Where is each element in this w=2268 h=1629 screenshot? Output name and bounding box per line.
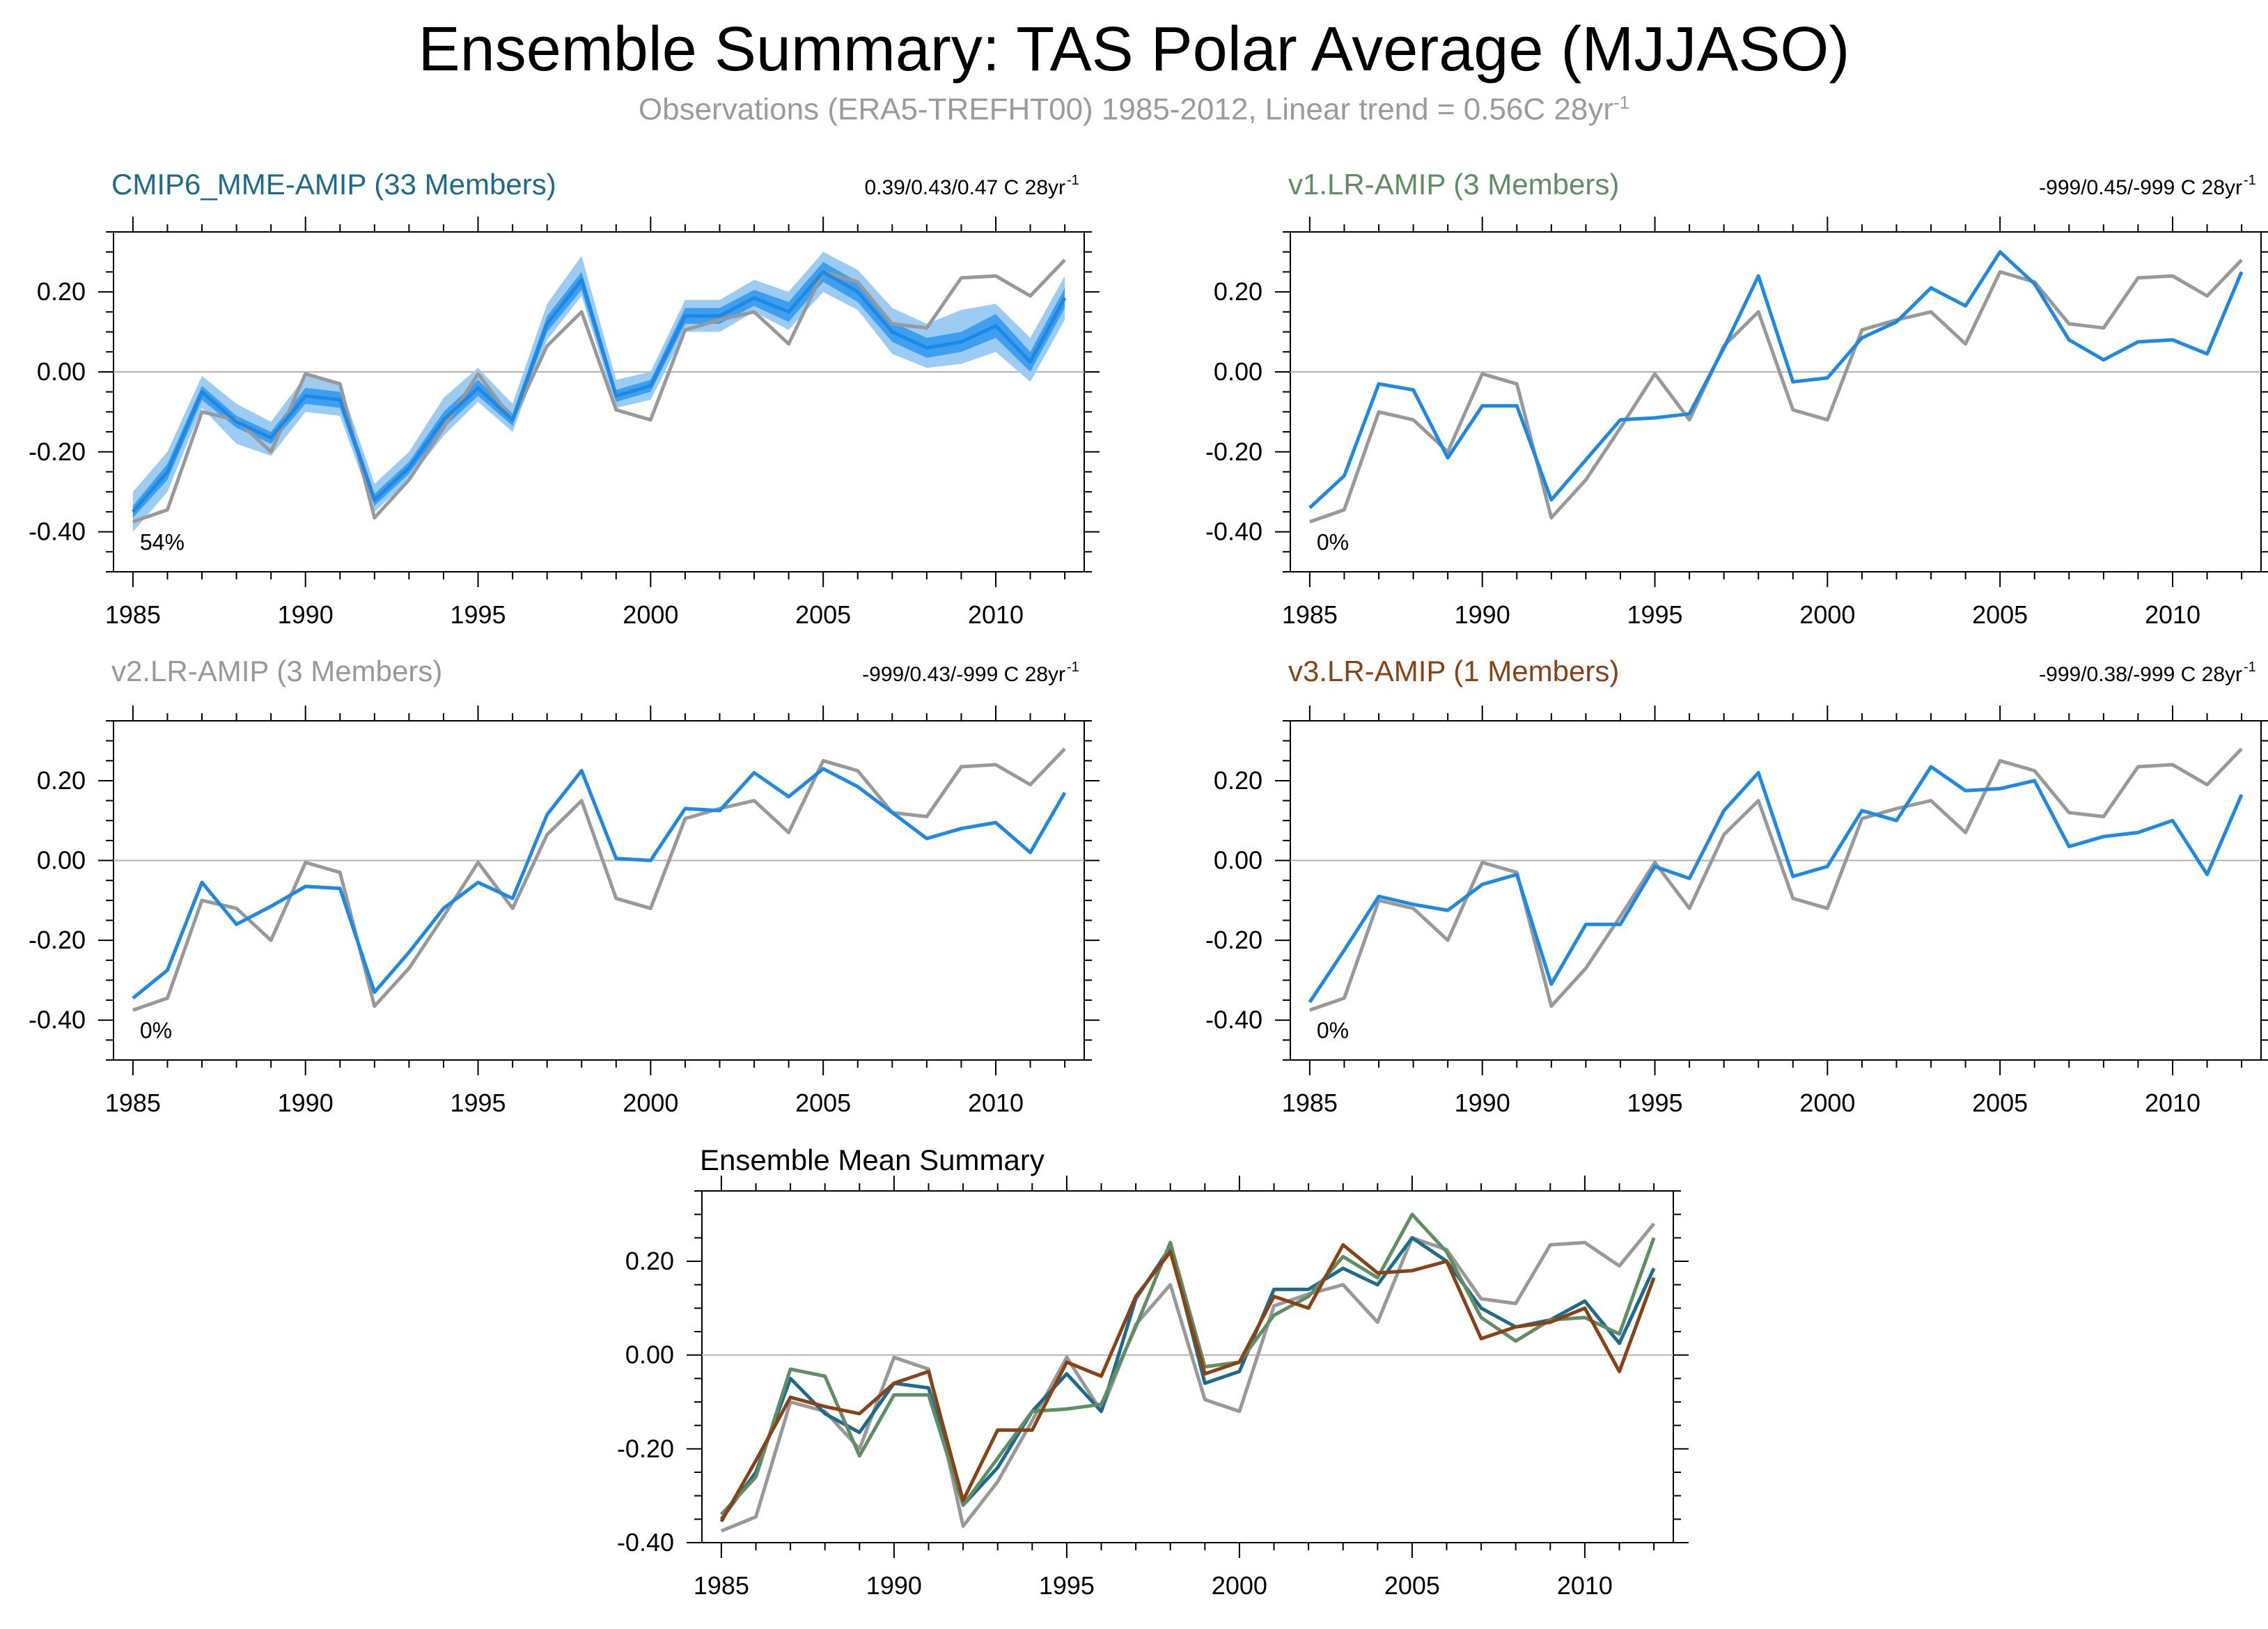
trend-label: 0.39/0.43/0.47 C 28yr — [864, 176, 1065, 199]
y-tick-label: 0.00 — [1214, 846, 1262, 875]
y-tick-label: 0.20 — [1214, 277, 1262, 306]
y-tick-label: 0.20 — [37, 277, 86, 306]
page-title: Ensemble Summary: TAS Polar Average (MJJ… — [418, 15, 1850, 84]
inner-spread-band — [132, 262, 1065, 518]
x-tick-label: 1985 — [1282, 1089, 1338, 1117]
x-tick-label: 2000 — [1799, 600, 1855, 629]
trend-exponent: -1 — [2244, 660, 2256, 675]
observation-line — [1309, 258, 2243, 524]
subtitle-exponent: -1 — [1613, 92, 1630, 113]
trend-label: -999/0.43/-999 C 28yr — [862, 663, 1065, 686]
subtitle-text: Observations (ERA5-TREFHT00) 1985-2012, … — [638, 92, 1613, 127]
trend-label: -999/0.45/-999 C 28yr — [2039, 176, 2242, 199]
chart-panel-0: -0.40 -0.20 0.00 0.20 1985 1990 1995 2000 2005 20… — [29, 168, 1100, 629]
chart-panel-1: -0.40 -0.20 0.00 0.20 1985 1990 1995 2000 2005 20… — [1205, 168, 2268, 629]
plot-frame — [1290, 720, 2262, 1061]
trend-label: -999/0.38/-999 C 28yr — [2039, 663, 2242, 686]
y-tick-label: -0.20 — [29, 437, 86, 466]
model-mean-line — [132, 767, 1067, 1000]
x-tick-label: 1995 — [1627, 1089, 1682, 1117]
x-tick-label: 2000 — [623, 1089, 678, 1117]
series-line-1 — [719, 1236, 1656, 1520]
plot-frame — [113, 231, 1085, 572]
x-tick-label: 1995 — [450, 600, 506, 629]
panel-title: v3.LR-AMIP (1 Members) — [1288, 655, 1619, 687]
trend-exponent: -1 — [1067, 660, 1079, 675]
y-tick-label: -0.40 — [29, 517, 86, 546]
y-tick-label: -0.20 — [1205, 437, 1262, 466]
panel-title: v1.LR-AMIP (3 Members) — [1288, 168, 1619, 201]
series-line-3 — [719, 1242, 1656, 1522]
x-tick-label: 1995 — [1627, 600, 1682, 629]
x-tick-label: 2005 — [795, 1089, 851, 1117]
y-tick-label: -0.40 — [29, 1006, 86, 1034]
percent-label: 0% — [1317, 530, 1349, 555]
model-mean-line — [1308, 250, 2244, 509]
y-tick-label: -0.20 — [29, 926, 86, 954]
x-tick-label: 1990 — [1455, 1089, 1510, 1117]
chart-panel-3: -0.40 -0.20 0.00 0.20 1985 1990 1995 2000 2005 20… — [1205, 655, 2268, 1117]
chart-panel-4: -0.40 -0.20 0.00 0.20 1985 1990 1995 2000 2005 20… — [617, 1144, 1689, 1600]
percent-label: 0% — [140, 1018, 172, 1043]
x-tick-label: 1985 — [105, 1089, 161, 1117]
x-tick-label: 1990 — [278, 1089, 334, 1117]
x-tick-label: 2005 — [795, 600, 851, 629]
panel-title: v2.LR-AMIP (3 Members) — [111, 655, 442, 687]
observation-line — [1309, 747, 2243, 1012]
plot-frame — [113, 720, 1085, 1061]
x-tick-label: 2005 — [1972, 1089, 2028, 1117]
y-tick-label: 0.20 — [1214, 766, 1262, 795]
y-tick-label: 0.20 — [37, 766, 86, 795]
percent-label: 0% — [1317, 1018, 1349, 1043]
x-tick-label: 2005 — [1972, 600, 2028, 629]
x-tick-label: 2000 — [1799, 1089, 1855, 1117]
x-tick-label: 1990 — [278, 600, 334, 629]
x-tick-label: 1985 — [105, 600, 161, 629]
y-tick-label: 0.00 — [625, 1341, 674, 1369]
observation-line — [132, 747, 1066, 1012]
panel-title: CMIP6_MME-AMIP (33 Members) — [111, 168, 556, 201]
x-tick-label: 1985 — [694, 1571, 749, 1600]
page-subtitle: Observations (ERA5-TREFHT00) 1985-2012, … — [0, 92, 2268, 127]
y-tick-label: 0.00 — [37, 357, 86, 386]
series-line-0 — [720, 1222, 1656, 1533]
x-tick-label: 2005 — [1384, 1571, 1440, 1600]
x-tick-label: 2010 — [2145, 1089, 2200, 1117]
x-tick-label: 2000 — [623, 600, 678, 629]
x-tick-label: 2010 — [2145, 600, 2200, 629]
y-tick-label: -0.40 — [1205, 517, 1262, 546]
model-mean-line — [1308, 765, 2244, 1004]
x-tick-label: 1990 — [1455, 600, 1510, 629]
outer-spread-band — [132, 251, 1065, 532]
y-tick-label: 0.20 — [625, 1247, 674, 1275]
x-tick-label: 2010 — [968, 600, 1024, 629]
plot-frame — [701, 1190, 1674, 1543]
x-tick-label: 1985 — [1282, 600, 1338, 629]
chart-panel-2: -0.40 -0.20 0.00 0.20 1985 1990 1995 2000 2005 20… — [29, 655, 1100, 1117]
y-tick-label: -0.20 — [617, 1434, 674, 1463]
x-tick-label: 1995 — [1039, 1571, 1095, 1600]
y-tick-label: -0.20 — [1205, 926, 1262, 954]
y-tick-label: -0.40 — [617, 1528, 674, 1557]
model-mean-line — [132, 270, 1067, 513]
x-tick-label: 1995 — [450, 1089, 506, 1117]
y-tick-label: 0.00 — [37, 846, 86, 875]
series-line-2 — [720, 1213, 1656, 1516]
x-tick-label: 1990 — [866, 1571, 922, 1600]
observation-line — [132, 258, 1066, 524]
panel-title: Ensemble Mean Summary — [700, 1144, 1045, 1176]
x-tick-label: 2010 — [1557, 1571, 1613, 1600]
plot-frame — [1290, 231, 2262, 572]
x-tick-label: 2010 — [968, 1089, 1024, 1117]
x-tick-label: 2000 — [1212, 1571, 1267, 1600]
trend-exponent: -1 — [1067, 173, 1079, 188]
y-tick-label: -0.40 — [1205, 1006, 1262, 1034]
y-tick-label: 0.00 — [1214, 357, 1262, 386]
trend-exponent: -1 — [2244, 173, 2256, 188]
percent-label: 54% — [140, 530, 185, 555]
